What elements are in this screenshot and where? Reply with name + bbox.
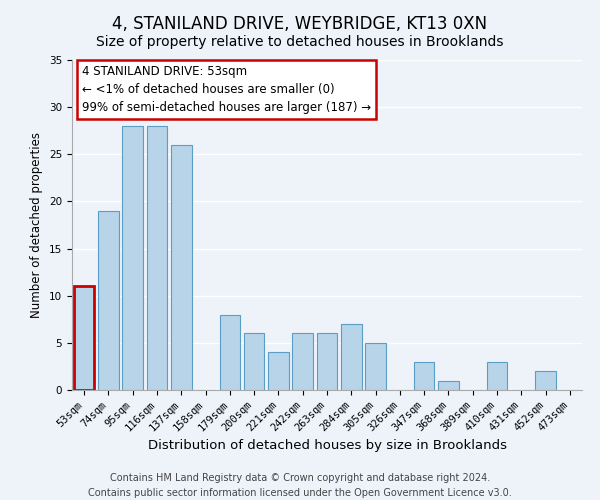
Bar	[535, 371, 556, 390]
Bar	[122, 126, 143, 390]
Bar	[98, 211, 119, 390]
Bar	[487, 362, 508, 390]
Bar	[268, 352, 289, 390]
Text: Contains HM Land Registry data © Crown copyright and database right 2024.
Contai: Contains HM Land Registry data © Crown c…	[88, 472, 512, 498]
Bar	[244, 334, 265, 390]
Text: 4, STANILAND DRIVE, WEYBRIDGE, KT13 0XN: 4, STANILAND DRIVE, WEYBRIDGE, KT13 0XN	[112, 15, 488, 33]
Bar	[438, 380, 459, 390]
Bar	[146, 126, 167, 390]
Bar	[74, 286, 94, 390]
Bar	[220, 314, 240, 390]
Y-axis label: Number of detached properties: Number of detached properties	[31, 132, 43, 318]
Bar	[341, 324, 362, 390]
X-axis label: Distribution of detached houses by size in Brooklands: Distribution of detached houses by size …	[148, 439, 506, 452]
Bar	[414, 362, 434, 390]
Text: Size of property relative to detached houses in Brooklands: Size of property relative to detached ho…	[96, 35, 504, 49]
Bar	[292, 334, 313, 390]
Text: 4 STANILAND DRIVE: 53sqm
← <1% of detached houses are smaller (0)
99% of semi-de: 4 STANILAND DRIVE: 53sqm ← <1% of detach…	[82, 65, 371, 114]
Bar	[365, 343, 386, 390]
Bar	[317, 334, 337, 390]
Bar	[171, 145, 191, 390]
